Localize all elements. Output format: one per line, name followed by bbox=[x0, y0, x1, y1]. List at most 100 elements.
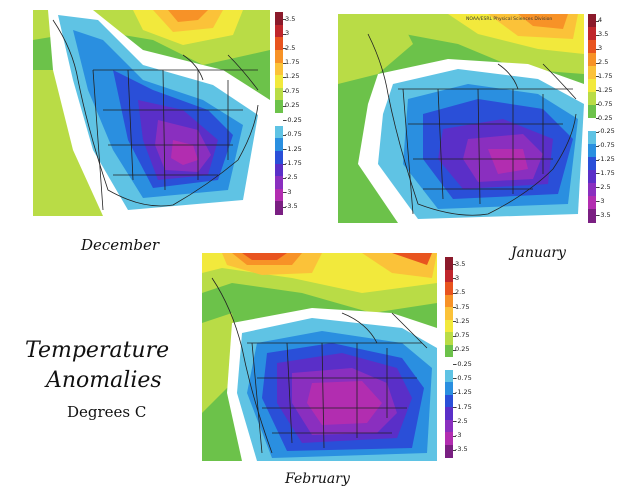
colorbar-segment bbox=[588, 14, 596, 28]
colorbar-segment bbox=[588, 118, 596, 132]
colorbar-segment bbox=[445, 369, 453, 383]
colorbar-segment bbox=[275, 113, 283, 127]
colorbar-tick-label: 2.5 bbox=[598, 58, 609, 67]
colorbar-tick-label: 3 bbox=[455, 273, 460, 282]
colorbar-segment bbox=[588, 157, 596, 171]
colorbar-tick-label: -3.5 bbox=[455, 445, 468, 454]
colorbar-tick-mark bbox=[453, 392, 456, 394]
colorbar-tick-mark bbox=[453, 449, 456, 451]
colorbar-segment bbox=[588, 105, 596, 119]
colorbar-tick-label: -1.25 bbox=[598, 155, 615, 164]
colorbar-tick-mark bbox=[283, 163, 286, 165]
colorbar-segment bbox=[588, 79, 596, 93]
colorbar-tick-mark bbox=[453, 364, 456, 366]
colorbar-segment bbox=[275, 125, 283, 139]
colorbar-tick-label: 1.75 bbox=[455, 302, 470, 311]
colorbar-tick-mark bbox=[596, 104, 599, 106]
map-february bbox=[202, 253, 437, 461]
colorbar-tick-mark bbox=[453, 278, 456, 280]
colorbar-segment bbox=[275, 150, 283, 164]
colorbar-tick-mark bbox=[453, 407, 456, 408]
colorbar-segment bbox=[275, 62, 283, 76]
colorbar-tick-mark bbox=[453, 378, 456, 380]
colorbar-tick-mark bbox=[596, 20, 599, 22]
colorbar-tick-label: 4 bbox=[598, 16, 603, 25]
colorbar-tick-mark bbox=[283, 120, 286, 122]
colorbar-segment bbox=[588, 27, 596, 41]
colorbar-tick-mark bbox=[453, 307, 456, 308]
colorbar-tick-label: -1.75 bbox=[598, 168, 615, 177]
colorbar-tick-mark bbox=[596, 159, 599, 161]
colorbar-tick-label: 2.5 bbox=[455, 288, 466, 297]
colorbar-tick-label: 1.25 bbox=[285, 72, 300, 81]
colorbar-tick-mark bbox=[283, 192, 286, 194]
colorbar-segment bbox=[445, 419, 453, 433]
colorbar-tick-label: 3 bbox=[285, 29, 290, 38]
colorbar-segment bbox=[275, 138, 283, 152]
colorbar-january: 4 3.5 3 2.5 1.75 1.25 0.75 0.25 -0.25 -0.75 -1.25 -… bbox=[588, 14, 615, 223]
colorbar-tick-label: -0.25 bbox=[285, 115, 302, 124]
colorbar-segment bbox=[588, 144, 596, 158]
colorbar-segment bbox=[275, 75, 283, 89]
colorbar-segment bbox=[588, 53, 596, 67]
colorbar-tick-label: 3.5 bbox=[285, 14, 296, 23]
colorbar-tick-label: -1.25 bbox=[455, 388, 472, 397]
map-december bbox=[33, 10, 270, 216]
colorbar-tick-label: 0.25 bbox=[285, 101, 300, 110]
colorbar-tick-mark bbox=[283, 48, 286, 50]
colorbar-tick-label: 3 bbox=[598, 44, 603, 53]
colorbar-segment bbox=[275, 100, 283, 114]
title-line2: Anomalies bbox=[46, 368, 162, 393]
colorbar-tick-label: 0.75 bbox=[598, 99, 613, 108]
caption-december: December bbox=[81, 236, 160, 254]
units-label: Degrees C bbox=[67, 403, 147, 421]
colorbar-tick-label: -0.25 bbox=[455, 359, 472, 368]
colorbar-segment bbox=[275, 176, 283, 190]
colorbar-tick-label: -3.5 bbox=[285, 202, 298, 211]
colorbar-tick-mark bbox=[283, 134, 286, 136]
colorbar-segment bbox=[588, 66, 596, 80]
colorbar-tick-mark bbox=[453, 264, 456, 266]
colorbar-tick-label: -1.75 bbox=[455, 402, 472, 411]
colorbar-tick-mark bbox=[453, 435, 456, 437]
caption-february: February bbox=[285, 471, 350, 487]
colorbar-segment bbox=[445, 294, 453, 308]
colorbar-tick-mark bbox=[283, 76, 286, 78]
credit-text: NOAA/ESRL Physical Sciences Division bbox=[466, 17, 553, 22]
colorbar-tick-label: 1.25 bbox=[598, 85, 613, 94]
colorbar-tick-label: 3.5 bbox=[598, 30, 609, 39]
colorbar-tick-label: -2.5 bbox=[598, 182, 611, 191]
colorbar-tick-mark bbox=[596, 131, 599, 133]
colorbar-february: 3.5 3 2.5 1.75 1.25 0.75 0.25 -0.25 -0.75 -1.25 -1… bbox=[445, 257, 472, 458]
colorbar-tick-label: 0.25 bbox=[455, 345, 470, 354]
colorbar-segment bbox=[275, 201, 283, 215]
colorbar-tick-mark bbox=[596, 215, 599, 217]
colorbar-tick-mark bbox=[283, 177, 286, 179]
colorbar-tick-mark bbox=[453, 321, 456, 323]
colorbar-tick-label: -3 bbox=[455, 431, 462, 440]
colorbar-segment bbox=[445, 344, 453, 358]
colorbar-tick-mark bbox=[596, 173, 599, 175]
colorbar-tick-mark bbox=[596, 118, 599, 119]
colorbar-tick-mark bbox=[283, 105, 286, 107]
colorbar-tick-label: -3 bbox=[285, 187, 292, 196]
colorbar-segment bbox=[445, 319, 453, 333]
colorbar-segment bbox=[275, 188, 283, 202]
colorbar-tick-mark bbox=[596, 187, 599, 189]
colorbar-tick-mark bbox=[283, 19, 286, 21]
colorbar-tick-label: 0.25 bbox=[598, 113, 613, 122]
colorbar-segment bbox=[588, 196, 596, 210]
colorbar-tick-label: 1.75 bbox=[598, 71, 613, 80]
colorbar-segment bbox=[588, 131, 596, 145]
colorbar-tick-label: -1.75 bbox=[285, 159, 302, 167]
colorbar-segment bbox=[275, 24, 283, 38]
colorbar-tick-mark bbox=[596, 76, 599, 78]
colorbar-tick-mark bbox=[453, 349, 456, 351]
colorbar-tick-mark bbox=[596, 201, 599, 203]
colorbar-segment bbox=[445, 269, 453, 283]
colorbar-tick-label: -0.75 bbox=[285, 130, 302, 139]
colorbar-segment bbox=[445, 257, 453, 270]
colorbar-december: 3.5 3 2.5 1.75 1.25 0.75 0.25 -0.25 -0.75 -1.25 -1… bbox=[275, 12, 302, 215]
colorbar-tick-label: -1.25 bbox=[285, 144, 302, 153]
caption-january: January bbox=[511, 245, 566, 261]
